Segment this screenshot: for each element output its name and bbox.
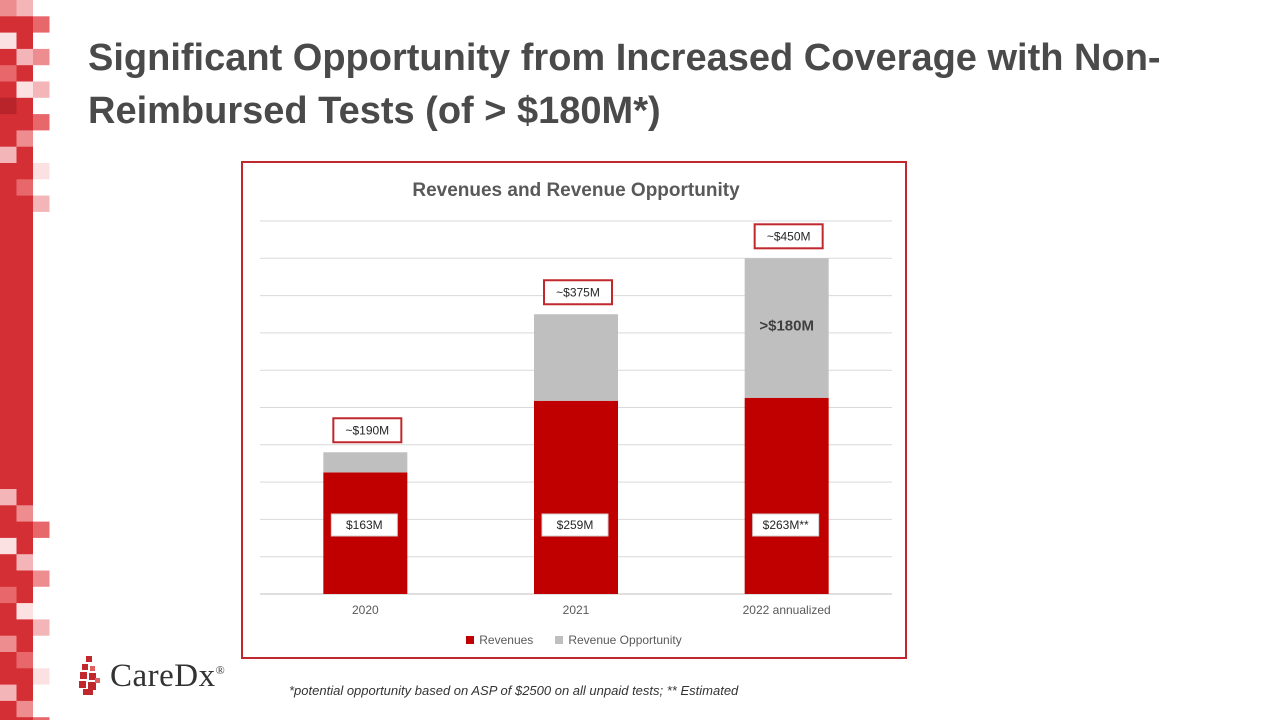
chart-title: Revenues and Revenue Opportunity — [412, 180, 740, 201]
bar-revenue-opportunity — [534, 314, 618, 401]
strip-pixel — [16, 603, 33, 620]
x-tick-label: 2020 — [352, 603, 379, 617]
droplet-icon — [79, 656, 100, 695]
slide-title: Significant Opportunity from Increased C… — [88, 37, 1161, 132]
opportunity-annotation: >$180M — [759, 317, 814, 334]
total-data-label: ~$375M — [556, 285, 600, 299]
strip-pixel — [33, 668, 50, 685]
strip-pixel — [33, 521, 50, 538]
bar-revenue-opportunity — [323, 452, 408, 473]
x-tick-label: 2021 — [563, 603, 590, 617]
strip-pixel — [33, 163, 50, 180]
legend-item-revenue-opportunity: Revenue Opportunity — [555, 633, 682, 647]
legend-label-revenue-opportunity: Revenue Opportunity — [568, 633, 682, 647]
strip-pixel — [0, 586, 17, 604]
logo-registered-mark: ® — [215, 662, 226, 677]
strip-pixel — [16, 505, 33, 522]
total-label-box — [543, 279, 613, 306]
legend-swatch-revenues — [466, 636, 475, 644]
total-label-box — [332, 417, 403, 444]
bar-revenue-opportunity — [744, 258, 829, 398]
bar-revenues — [744, 397, 829, 594]
bar-revenues — [534, 400, 618, 594]
strip-pixel — [16, 652, 33, 669]
strip-pixel — [0, 32, 17, 49]
strip-pixel — [33, 619, 50, 636]
strip-pixel — [33, 570, 50, 587]
legend-label-revenues: Revenues — [479, 633, 534, 647]
revenue-label-box — [752, 513, 820, 537]
strip-pixel — [16, 700, 33, 718]
stacked-bar-chart: 2020 $163M ~$190M 2021 $259M ~$375M 2022 annua… — [260, 220, 892, 617]
total-data-label: ~$450M — [767, 229, 811, 243]
strip-pixel — [33, 48, 50, 66]
strip-pixel — [33, 16, 50, 33]
strip-pixel — [16, 48, 33, 66]
footnote: *potential opportunity based on ASP of $… — [289, 683, 739, 698]
revenue-label-box — [541, 513, 609, 537]
strip-pixel — [16, 0, 33, 17]
revenue-data-label: $263M** — [763, 518, 809, 532]
strip-pixel — [33, 114, 50, 131]
strip-pixel — [0, 97, 17, 115]
strip-pixel — [33, 81, 50, 98]
total-data-label: ~$190M — [345, 423, 389, 437]
strip-pixel — [0, 684, 17, 701]
strip-pixel — [0, 146, 17, 163]
strip-pixel — [33, 195, 50, 212]
strip-pixel — [16, 179, 33, 196]
chart-frame: Revenues and Revenue Opportunity 2020 $16… — [241, 161, 907, 659]
strip-pixel — [0, 65, 17, 82]
revenue-data-label: $163M — [346, 518, 383, 532]
legend-item-revenues: Revenues — [466, 633, 533, 647]
strip-pixel — [0, 489, 17, 506]
strip-pixel — [0, 635, 17, 652]
chart-legend: Revenues Revenue Opportunity — [243, 633, 905, 647]
legend-swatch-revenue-opportunity — [555, 636, 564, 644]
logo-name: CareDx — [110, 657, 216, 694]
strip-pixel — [0, 0, 17, 17]
revenue-data-label: $259M — [557, 518, 594, 532]
caredx-logo: CareDx® — [78, 656, 225, 696]
total-label-box — [753, 223, 824, 250]
logo-wordmark: CareDx® — [110, 658, 225, 695]
x-tick-label: 2022 annualized — [743, 603, 831, 617]
strip-pixel — [16, 81, 33, 98]
strip-pixel — [0, 537, 17, 555]
revenue-label-box — [330, 513, 398, 537]
strip-pixel — [16, 130, 33, 147]
decorative-pixel-strip — [0, 0, 50, 725]
strip-pixel — [16, 554, 33, 571]
